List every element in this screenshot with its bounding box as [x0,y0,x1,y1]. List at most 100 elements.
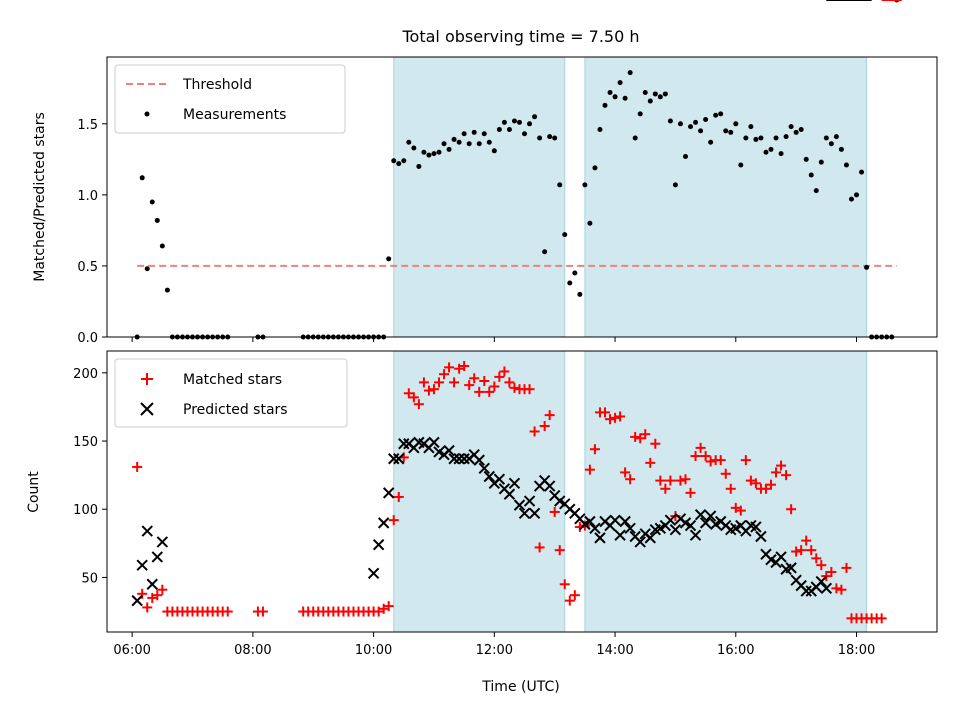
y-tick-label: 1.5 [77,118,98,133]
predicted-stars-point [377,517,390,529]
measurement-point [813,188,819,194]
predicted-stars-point [518,507,531,520]
measurement-point [386,256,392,262]
measurement-point [592,165,598,171]
measurement-point [622,95,628,101]
predicted-stars-point [609,514,621,526]
matched-stars-point [760,483,771,494]
predicted-stars-point [523,495,536,507]
predicted-stars-point [614,529,626,541]
matched-stars-point [423,385,434,396]
matched-stars-point [152,590,163,601]
measurement-point [542,249,548,255]
matched-stars-point [725,483,736,494]
matched-stars-point [730,502,741,513]
measurement-point [436,149,442,155]
measurement-point [597,126,603,132]
measurement-point [703,117,709,123]
measurement-point [144,266,150,272]
x-tick-label: 12:00 [476,643,513,658]
x-tick-label: 16:00 [717,643,754,658]
x-tick-label: 18:00 [838,643,875,658]
predicted-stars-point [483,470,496,483]
measurement-point [486,139,492,145]
measurement-point [456,139,462,145]
predicted-stars-point [508,477,521,490]
x-tick-label: 10:00 [355,643,392,658]
measurement-point [859,169,865,175]
legend-matched-swatch [141,373,153,385]
measurement-point [391,158,397,164]
matched-stars-point [554,545,565,556]
measurement-point [833,134,839,140]
measurement-point [602,102,608,108]
predicted-stars-point [151,551,164,563]
measurement-point [562,232,568,238]
predicted-stars-point [750,521,762,533]
measurement-point [516,119,522,125]
predicted-stars-point [594,532,606,544]
y-tick-label: 200 [73,367,98,382]
measurement-point [501,119,507,125]
bottom-legend: Matched stars Predicted stars [114,358,348,428]
measurement-point [496,126,502,132]
predicted-stars-point [664,514,677,526]
predicted-stars-point [503,488,516,500]
measurement-point [491,148,497,154]
measurement-point [743,135,749,141]
measurement-point [758,135,764,141]
matched-stars-point [801,535,812,546]
matched-stars-point [504,377,515,388]
measurement-point [723,128,729,134]
matched-stars-point [373,606,384,617]
top-x-ticks [131,337,858,342]
measurement-point [612,94,618,100]
measurement-point [532,114,538,120]
measurement-point [406,139,412,145]
measurement-point [416,163,422,169]
y-tick-label: 0.5 [77,260,98,275]
matched-stars-point [720,468,731,479]
measurement-point [627,70,633,76]
predicted-stars-point [448,453,460,465]
matched-stars-point [388,515,399,526]
matched-stars-point [750,478,761,489]
matched-stars-point [534,542,545,553]
matched-stars-point [620,467,631,478]
predicted-stars-point [584,515,596,528]
predicted-stars-point [755,530,767,543]
measurement-point [843,162,849,168]
measurement-point [793,129,799,135]
measurement-point [667,118,673,124]
predicted-stars-point [453,453,465,465]
measurement-point [788,124,794,130]
matched-stars-point [464,380,475,391]
measurement-point [572,270,578,276]
matched-stars-point [700,451,711,462]
top-legend: Threshold Measurements [114,64,346,134]
measurement-point [401,158,407,164]
measurement-point [567,280,573,286]
measurement-point [647,98,653,104]
matched-stars-point [685,487,696,498]
measurement-point [708,139,714,145]
measurement-point [421,149,427,155]
legend-predicted-swatch [140,402,154,416]
matched-stars-point [549,506,560,517]
top-axes-frame [106,56,938,338]
predicted-stars-point [393,453,405,465]
matched-stars-point [449,377,460,388]
matched-stars-point [690,451,701,462]
matched-stars-point [157,584,168,595]
predicted-stars-point [443,444,455,457]
matched-stars-point [499,366,510,377]
predicted-stars-point [820,582,833,595]
matched-stars-point [630,431,641,442]
measurement-point [828,141,834,147]
predicted-stars-point [800,585,812,597]
predicted-stars-point [775,551,787,563]
matched-stars-point [675,475,686,486]
measurement-point [506,126,512,132]
matched-stars-point [434,377,444,388]
matched-stars-point [836,584,847,595]
